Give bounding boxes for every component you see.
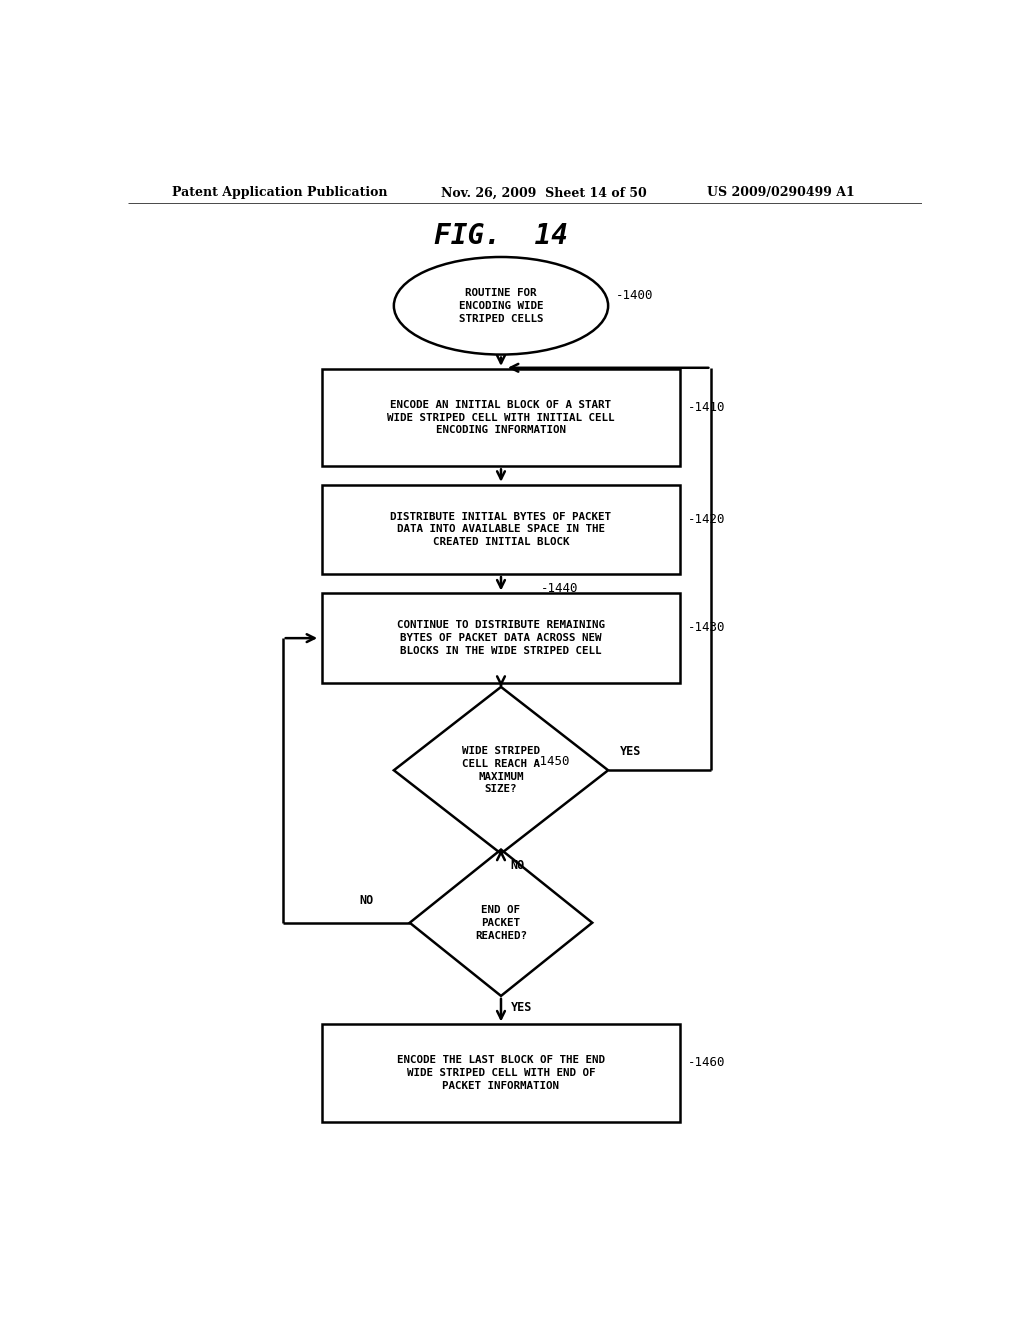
Text: -1440: -1440 — [541, 582, 579, 595]
Bar — [323, 1024, 680, 1122]
Text: -1420: -1420 — [687, 512, 725, 525]
Text: -1430: -1430 — [687, 622, 725, 635]
Text: NO: NO — [511, 859, 524, 871]
Text: Nov. 26, 2009  Sheet 14 of 50: Nov. 26, 2009 Sheet 14 of 50 — [441, 186, 647, 199]
Bar — [323, 484, 680, 574]
Bar — [323, 368, 680, 466]
Text: -1450: -1450 — [532, 755, 570, 768]
Text: WIDE STRIPED
CELL REACH A
MAXIMUM
SIZE?: WIDE STRIPED CELL REACH A MAXIMUM SIZE? — [462, 746, 540, 795]
Text: YES: YES — [511, 1001, 531, 1014]
Text: ENCODE AN INITIAL BLOCK OF A START
WIDE STRIPED CELL WITH INITIAL CELL
ENCODING : ENCODE AN INITIAL BLOCK OF A START WIDE … — [387, 400, 614, 436]
Text: YES: YES — [620, 744, 641, 758]
Text: Patent Application Publication: Patent Application Publication — [172, 186, 387, 199]
Text: US 2009/0290499 A1: US 2009/0290499 A1 — [708, 186, 855, 199]
Text: -1460: -1460 — [687, 1056, 725, 1069]
Text: -1410: -1410 — [687, 401, 725, 414]
Text: CONTINUE TO DISTRIBUTE REMAINING
BYTES OF PACKET DATA ACROSS NEW
BLOCKS IN THE W: CONTINUE TO DISTRIBUTE REMAINING BYTES O… — [397, 620, 605, 656]
Text: DISTRIBUTE INITIAL BYTES OF PACKET
DATA INTO AVAILABLE SPACE IN THE
CREATED INIT: DISTRIBUTE INITIAL BYTES OF PACKET DATA … — [390, 512, 611, 548]
Bar — [323, 594, 680, 682]
Text: -1400: -1400 — [616, 289, 653, 302]
Text: FIG.  14: FIG. 14 — [434, 222, 568, 249]
Text: END OF
PACKET
REACHED?: END OF PACKET REACHED? — [475, 906, 527, 941]
Text: ROUTINE FOR
ENCODING WIDE
STRIPED CELLS: ROUTINE FOR ENCODING WIDE STRIPED CELLS — [459, 288, 544, 323]
Text: ENCODE THE LAST BLOCK OF THE END
WIDE STRIPED CELL WITH END OF
PACKET INFORMATIO: ENCODE THE LAST BLOCK OF THE END WIDE ST… — [397, 1056, 605, 1090]
Text: NO: NO — [359, 895, 373, 907]
